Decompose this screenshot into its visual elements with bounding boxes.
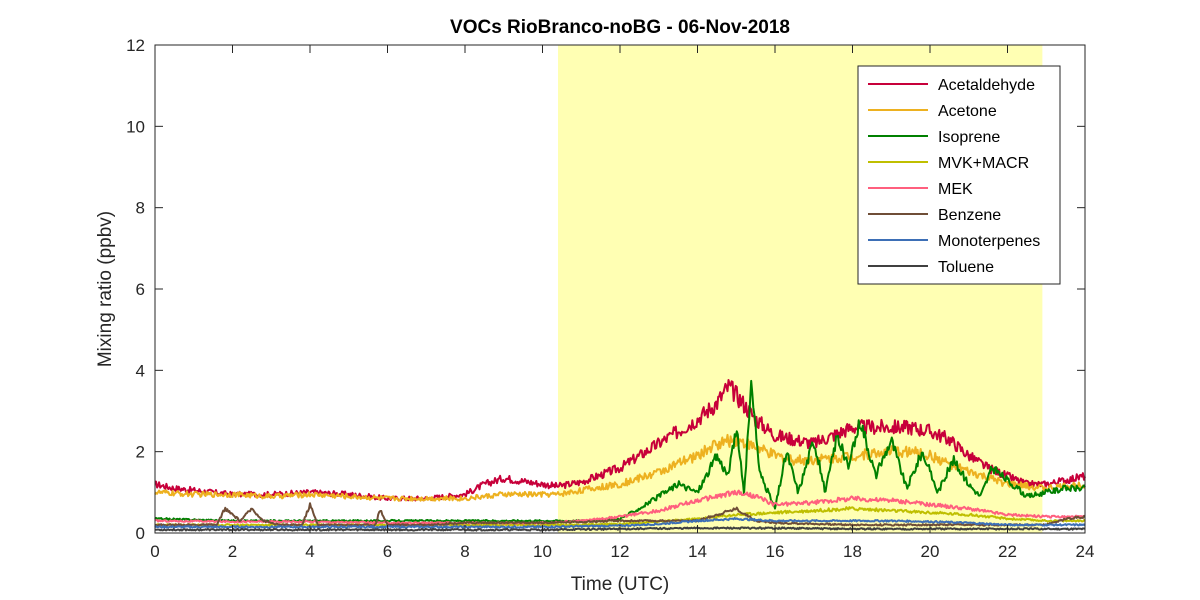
y-axis-title: Mixing ratio (ppbv) — [95, 211, 116, 367]
x-tick-label: 14 — [688, 542, 707, 561]
y-tick-label: 0 — [136, 524, 145, 543]
legend-entry: Isoprene — [938, 129, 1000, 146]
chart-title: VOCs RioBranco-noBG - 06-Nov-2018 — [450, 17, 790, 38]
x-tick-label: 10 — [533, 542, 552, 561]
x-tick-label: 16 — [766, 542, 785, 561]
legend-entry: Acetaldehyde — [938, 77, 1035, 94]
legend-entry: Acetone — [938, 103, 997, 120]
series-line-mek — [154, 489, 1086, 525]
legend-entry: Benzene — [938, 207, 1001, 224]
legend-entry: MEK — [938, 181, 973, 198]
x-tick-label: 12 — [611, 542, 630, 561]
y-tick-label: 10 — [126, 117, 145, 136]
y-tick-label: 12 — [126, 36, 145, 55]
legend: Acetaldehyde Acetone Isoprene MVK+MACR MEK Be… — [857, 65, 1061, 285]
x-axis-title: Time (UTC) — [571, 574, 670, 595]
legend-entry: Toluene — [938, 259, 994, 276]
y-tick-label: 2 — [136, 443, 145, 462]
x-tick-label: 20 — [921, 542, 940, 561]
legend-box — [857, 65, 1061, 285]
x-tick-label: 24 — [1076, 542, 1095, 561]
x-tick-label: 4 — [305, 542, 314, 561]
x-tick-label: 18 — [843, 542, 862, 561]
x-tick-label: 6 — [383, 542, 392, 561]
y-tick-label: 8 — [136, 199, 145, 218]
x-tick-label: 8 — [460, 542, 469, 561]
x-tick-label: 0 — [150, 542, 159, 561]
x-tick-label: 22 — [998, 542, 1017, 561]
y-tick-label: 6 — [136, 280, 145, 299]
legend-entry: Monoterpenes — [938, 233, 1040, 250]
x-tick-label: 2 — [228, 542, 237, 561]
series-line-mvk-macr — [154, 506, 1086, 527]
y-tick-label: 4 — [136, 361, 145, 380]
legend-entry: MVK+MACR — [938, 155, 1029, 172]
series-line-acetone — [154, 433, 1086, 502]
